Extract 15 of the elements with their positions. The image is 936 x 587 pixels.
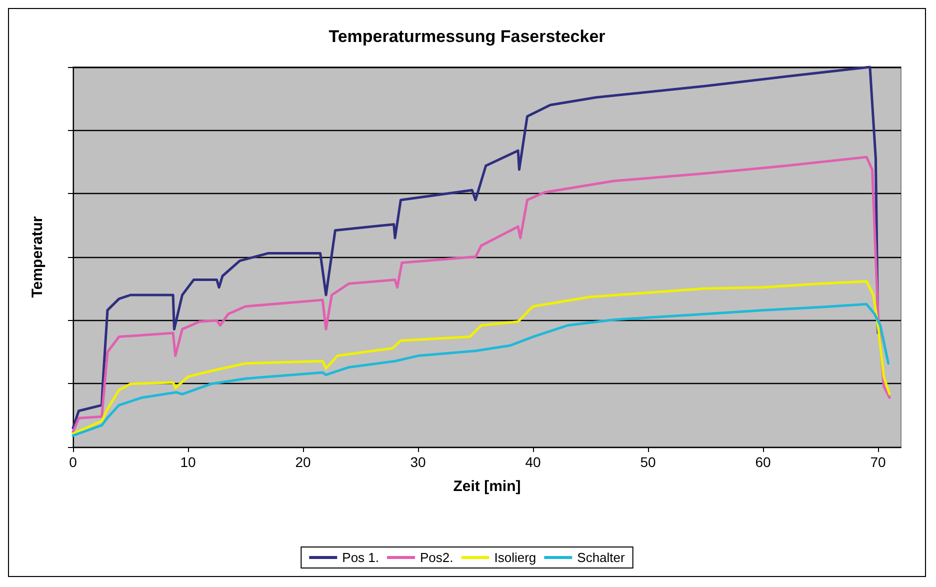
x-tick-label: 30 bbox=[410, 454, 426, 470]
x-tick-label: 60 bbox=[755, 454, 771, 470]
x-tick-label: 40 bbox=[525, 454, 541, 470]
legend-label: Schalter bbox=[577, 550, 626, 565]
x-tick-label: 20 bbox=[295, 454, 311, 470]
x-tick-label: 70 bbox=[870, 454, 886, 470]
y-axis-title: Temperatur bbox=[29, 216, 46, 298]
x-axis-title: Zeit [min] bbox=[453, 478, 521, 495]
x-tick-label: 10 bbox=[180, 454, 196, 470]
legend-label: Pos2. bbox=[420, 550, 454, 565]
legend-label: Isolierg bbox=[494, 550, 536, 565]
x-tick-label: 50 bbox=[640, 454, 656, 470]
chart-title: Temperaturmessung Faserstecker bbox=[328, 27, 606, 46]
legend-label: Pos 1. bbox=[342, 550, 380, 565]
x-tick-label: 0 bbox=[69, 454, 78, 470]
